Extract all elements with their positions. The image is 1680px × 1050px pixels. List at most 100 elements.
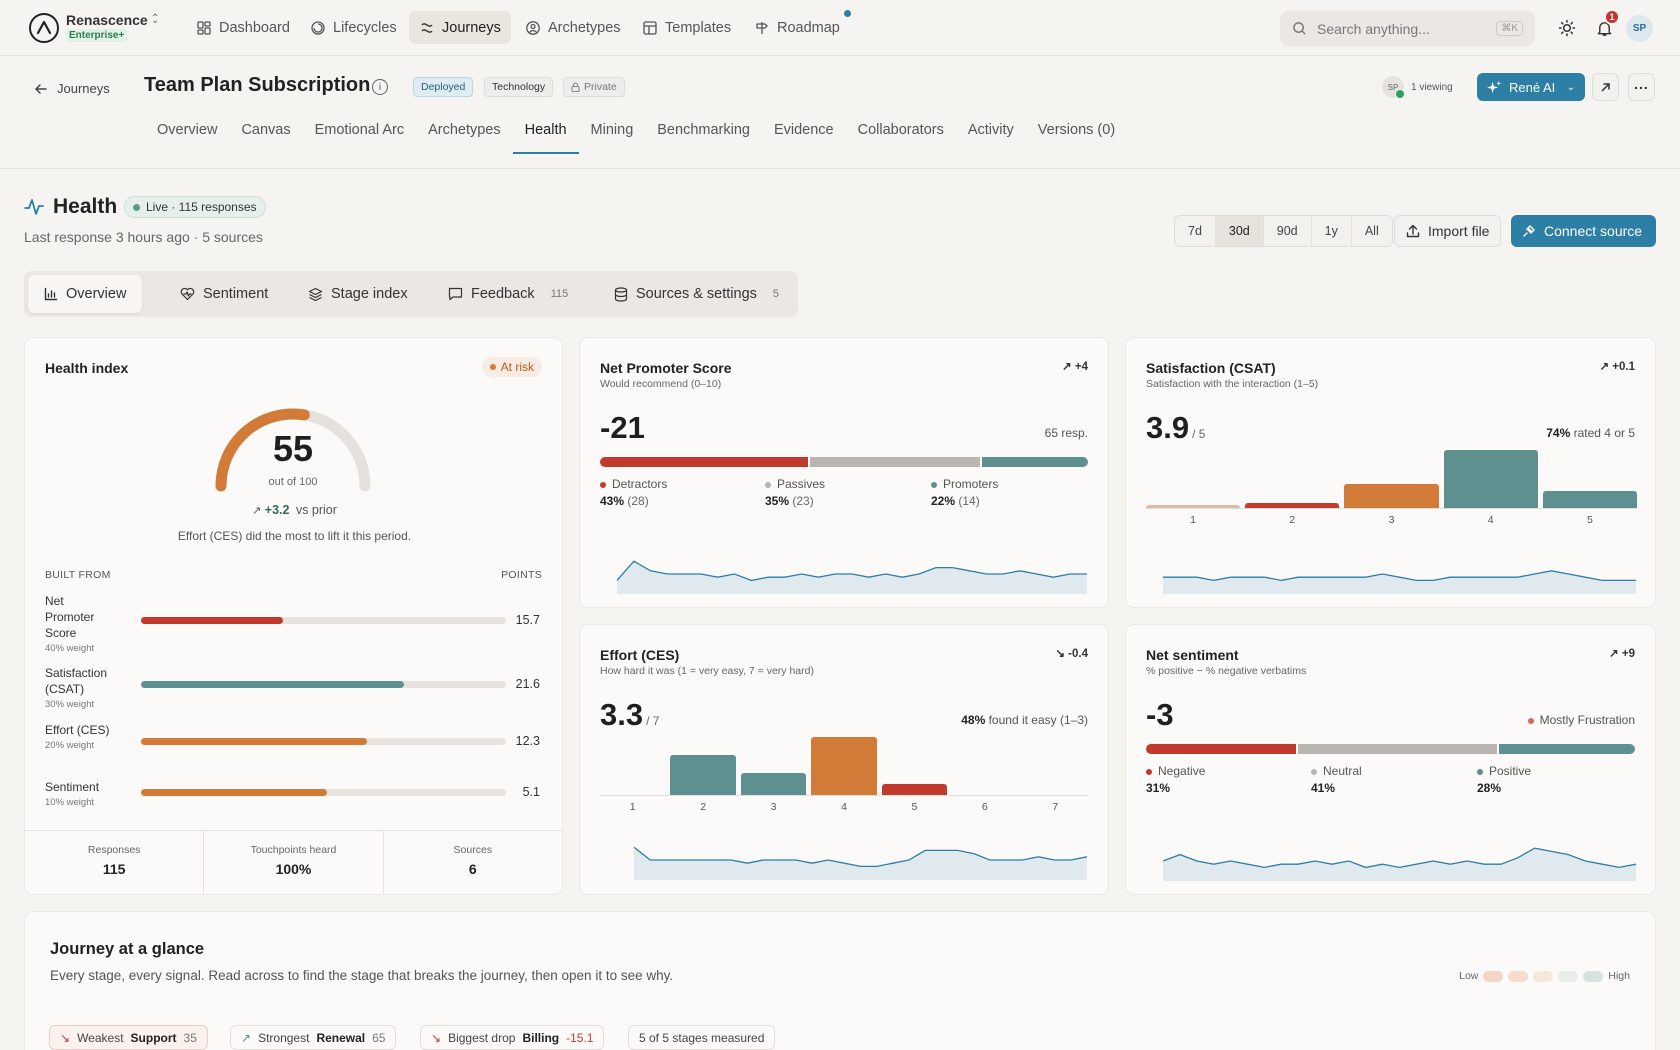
subtab-feedback[interactable]: Feedback 115 bbox=[432, 275, 584, 313]
nav-lifecycles[interactable]: Lifecycles bbox=[300, 11, 407, 44]
trend-down-icon: ↘ bbox=[60, 1030, 71, 1045]
user-avatar[interactable]: SP bbox=[1626, 15, 1653, 42]
subtab-sentiment[interactable]: Sentiment bbox=[164, 275, 284, 313]
component-row-csat[interactable]: Satisfaction (CSAT) 30% weight 21.6 bbox=[45, 665, 540, 713]
tab-canvas[interactable]: Canvas bbox=[241, 122, 291, 138]
distribution-bar[interactable] bbox=[881, 784, 948, 795]
range-7d[interactable]: 7d bbox=[1175, 216, 1216, 246]
viewing-count: 1 viewing bbox=[1411, 81, 1453, 93]
chip-stage: Renewal bbox=[316, 1030, 366, 1045]
component-weight: 20% weight bbox=[45, 740, 95, 751]
trend-down-icon: ↘ bbox=[1055, 648, 1069, 660]
subtab-sources-settings[interactable]: Sources & settings 5 bbox=[598, 275, 795, 313]
info-icon[interactable]: i bbox=[372, 79, 388, 95]
scale-high-label: High bbox=[1608, 970, 1630, 982]
health-subtitle: Last response 3 hours ago · 5 sources bbox=[24, 229, 263, 245]
distribution-bar[interactable] bbox=[1344, 484, 1439, 508]
open-external-button[interactable] bbox=[1592, 73, 1619, 101]
back-to-journeys-link[interactable]: Journeys bbox=[34, 81, 110, 96]
distribution-bar[interactable] bbox=[1245, 503, 1340, 508]
nav-label: Archetypes bbox=[548, 19, 621, 36]
import-label: Import file bbox=[1428, 223, 1490, 239]
csat-rated-text: rated 4 or 5 bbox=[1573, 426, 1635, 440]
range-30d[interactable]: 30d bbox=[1215, 216, 1264, 246]
component-bar bbox=[141, 789, 506, 796]
csat-card[interactable]: Satisfaction (CSAT) Satisfaction with th… bbox=[1125, 337, 1656, 608]
nav-roadmap[interactable]: Roadmap bbox=[744, 11, 850, 44]
nav-archetypes[interactable]: Archetypes bbox=[515, 11, 631, 44]
nav-templates[interactable]: Templates bbox=[632, 11, 741, 44]
legend-pct: 35% bbox=[765, 494, 790, 508]
nps-value: -21 bbox=[600, 410, 645, 445]
nps-delta: ↗ +4 bbox=[1062, 359, 1088, 373]
search-shortcut: ⌘K bbox=[1496, 21, 1523, 36]
ces-distribution-chart: 1 2 3 4 5 6 7 bbox=[600, 737, 1088, 813]
component-bar-fill bbox=[141, 681, 404, 688]
legend-dot bbox=[931, 481, 937, 488]
bar-chart-icon bbox=[44, 287, 58, 301]
tab-activity[interactable]: Activity bbox=[967, 122, 1014, 138]
nav-journeys[interactable]: Journeys bbox=[409, 11, 511, 44]
nav-dashboard[interactable]: Dashboard bbox=[186, 11, 300, 44]
tab-emotional-arc[interactable]: Emotional Arc bbox=[314, 122, 405, 138]
import-file-button[interactable]: Import file bbox=[1394, 215, 1502, 247]
tab-benchmarking[interactable]: Benchmarking bbox=[657, 122, 750, 138]
distribution-bar[interactable] bbox=[1542, 491, 1637, 508]
heat-swatch bbox=[1508, 970, 1529, 982]
range-all[interactable]: All bbox=[1364, 224, 1379, 238]
tab-evidence[interactable]: Evidence bbox=[773, 122, 834, 138]
brand-name[interactable]: Renascence bbox=[66, 12, 148, 28]
subtab-stage-index[interactable]: Stage index bbox=[292, 275, 424, 313]
distribution-bar[interactable] bbox=[670, 754, 736, 795]
csat-distribution-chart: 1 2 3 4 5 bbox=[1146, 450, 1637, 526]
legend-value: 35% (23) bbox=[765, 494, 825, 508]
built-from-heading: BUILT FROM bbox=[45, 569, 111, 581]
ces-delta: ↘ -0.4 bbox=[1055, 646, 1088, 660]
heat-scale-swatches bbox=[1483, 970, 1604, 982]
stat-value: 115 bbox=[102, 861, 126, 877]
brand-logo[interactable] bbox=[29, 13, 59, 43]
component-row-sentiment[interactable]: Sentiment 10% weight 5.1 bbox=[45, 779, 540, 813]
risk-label: At risk bbox=[500, 360, 534, 374]
component-row-ces[interactable]: Effort (CES) 20% weight 12.3 bbox=[45, 722, 540, 770]
tab-versions[interactable]: Versions (0) bbox=[1037, 122, 1116, 138]
score-delta: ↗ +3.2 vs prior bbox=[25, 503, 564, 517]
presence-indicator[interactable]: SP 1 viewing bbox=[1382, 76, 1453, 99]
component-row-nps[interactable]: Net Promoter Score 40% weight 15.7 bbox=[45, 593, 540, 654]
workspace-switcher-icon[interactable]: ⌃ ⌄ bbox=[151, 13, 160, 26]
date-range-selector: 7d 30d 90d 1y All bbox=[1174, 215, 1393, 247]
rene-ai-button[interactable]: René AI ⌄ bbox=[1477, 73, 1585, 101]
stat-label: Responses bbox=[87, 844, 141, 856]
distribution-bar[interactable] bbox=[1443, 450, 1538, 508]
back-label: Journeys bbox=[57, 81, 110, 96]
tab-mining[interactable]: Mining bbox=[590, 122, 634, 138]
csat-rated: 74% rated 4 or 5 bbox=[1546, 426, 1635, 440]
distribution-bar[interactable] bbox=[811, 737, 877, 795]
ces-card[interactable]: Effort (CES) How hard it was (1 = very e… bbox=[579, 624, 1109, 895]
distribution-bar-label: 5 bbox=[1586, 514, 1593, 526]
legend-dot bbox=[1146, 768, 1152, 775]
range-1y[interactable]: 1y bbox=[1312, 216, 1352, 246]
delta-value: +3.2 bbox=[264, 503, 290, 517]
subtab-overview[interactable]: Overview bbox=[28, 275, 143, 313]
search-input[interactable]: Search anything... ⌘K bbox=[1280, 11, 1535, 46]
range-90d[interactable]: 90d bbox=[1264, 216, 1312, 246]
tab-archetypes[interactable]: Archetypes bbox=[428, 122, 501, 138]
tab-collaborators[interactable]: Collaborators bbox=[857, 122, 944, 138]
tab-health[interactable]: Health bbox=[512, 110, 579, 154]
tab-overview[interactable]: Overview bbox=[157, 122, 218, 138]
connect-source-button[interactable]: Connect source bbox=[1511, 215, 1656, 247]
distribution-bar[interactable] bbox=[740, 772, 807, 795]
theme-toggle-button[interactable] bbox=[1555, 16, 1579, 40]
strongest-stage-chip[interactable]: ↗ Strongest Renewal 65 bbox=[230, 1025, 397, 1050]
weakest-stage-chip[interactable]: ↘ Weakest Support 35 bbox=[49, 1025, 208, 1050]
stat-label: Sources bbox=[453, 844, 493, 856]
net-sentiment-card[interactable]: Net sentiment % positive − % negative ve… bbox=[1125, 624, 1656, 895]
biggest-drop-chip[interactable]: ↘ Biggest drop Billing -15.1 bbox=[420, 1025, 605, 1050]
ces-score: 3.3 bbox=[600, 697, 644, 732]
more-options-button[interactable]: ... bbox=[1628, 73, 1655, 101]
distribution-bar[interactable] bbox=[1146, 505, 1241, 508]
csat-scale: / 5 bbox=[1192, 427, 1206, 441]
nps-card[interactable]: Net Promoter Score Would recommend (0–10… bbox=[579, 337, 1109, 608]
search-placeholder: Search anything... bbox=[1317, 20, 1430, 37]
